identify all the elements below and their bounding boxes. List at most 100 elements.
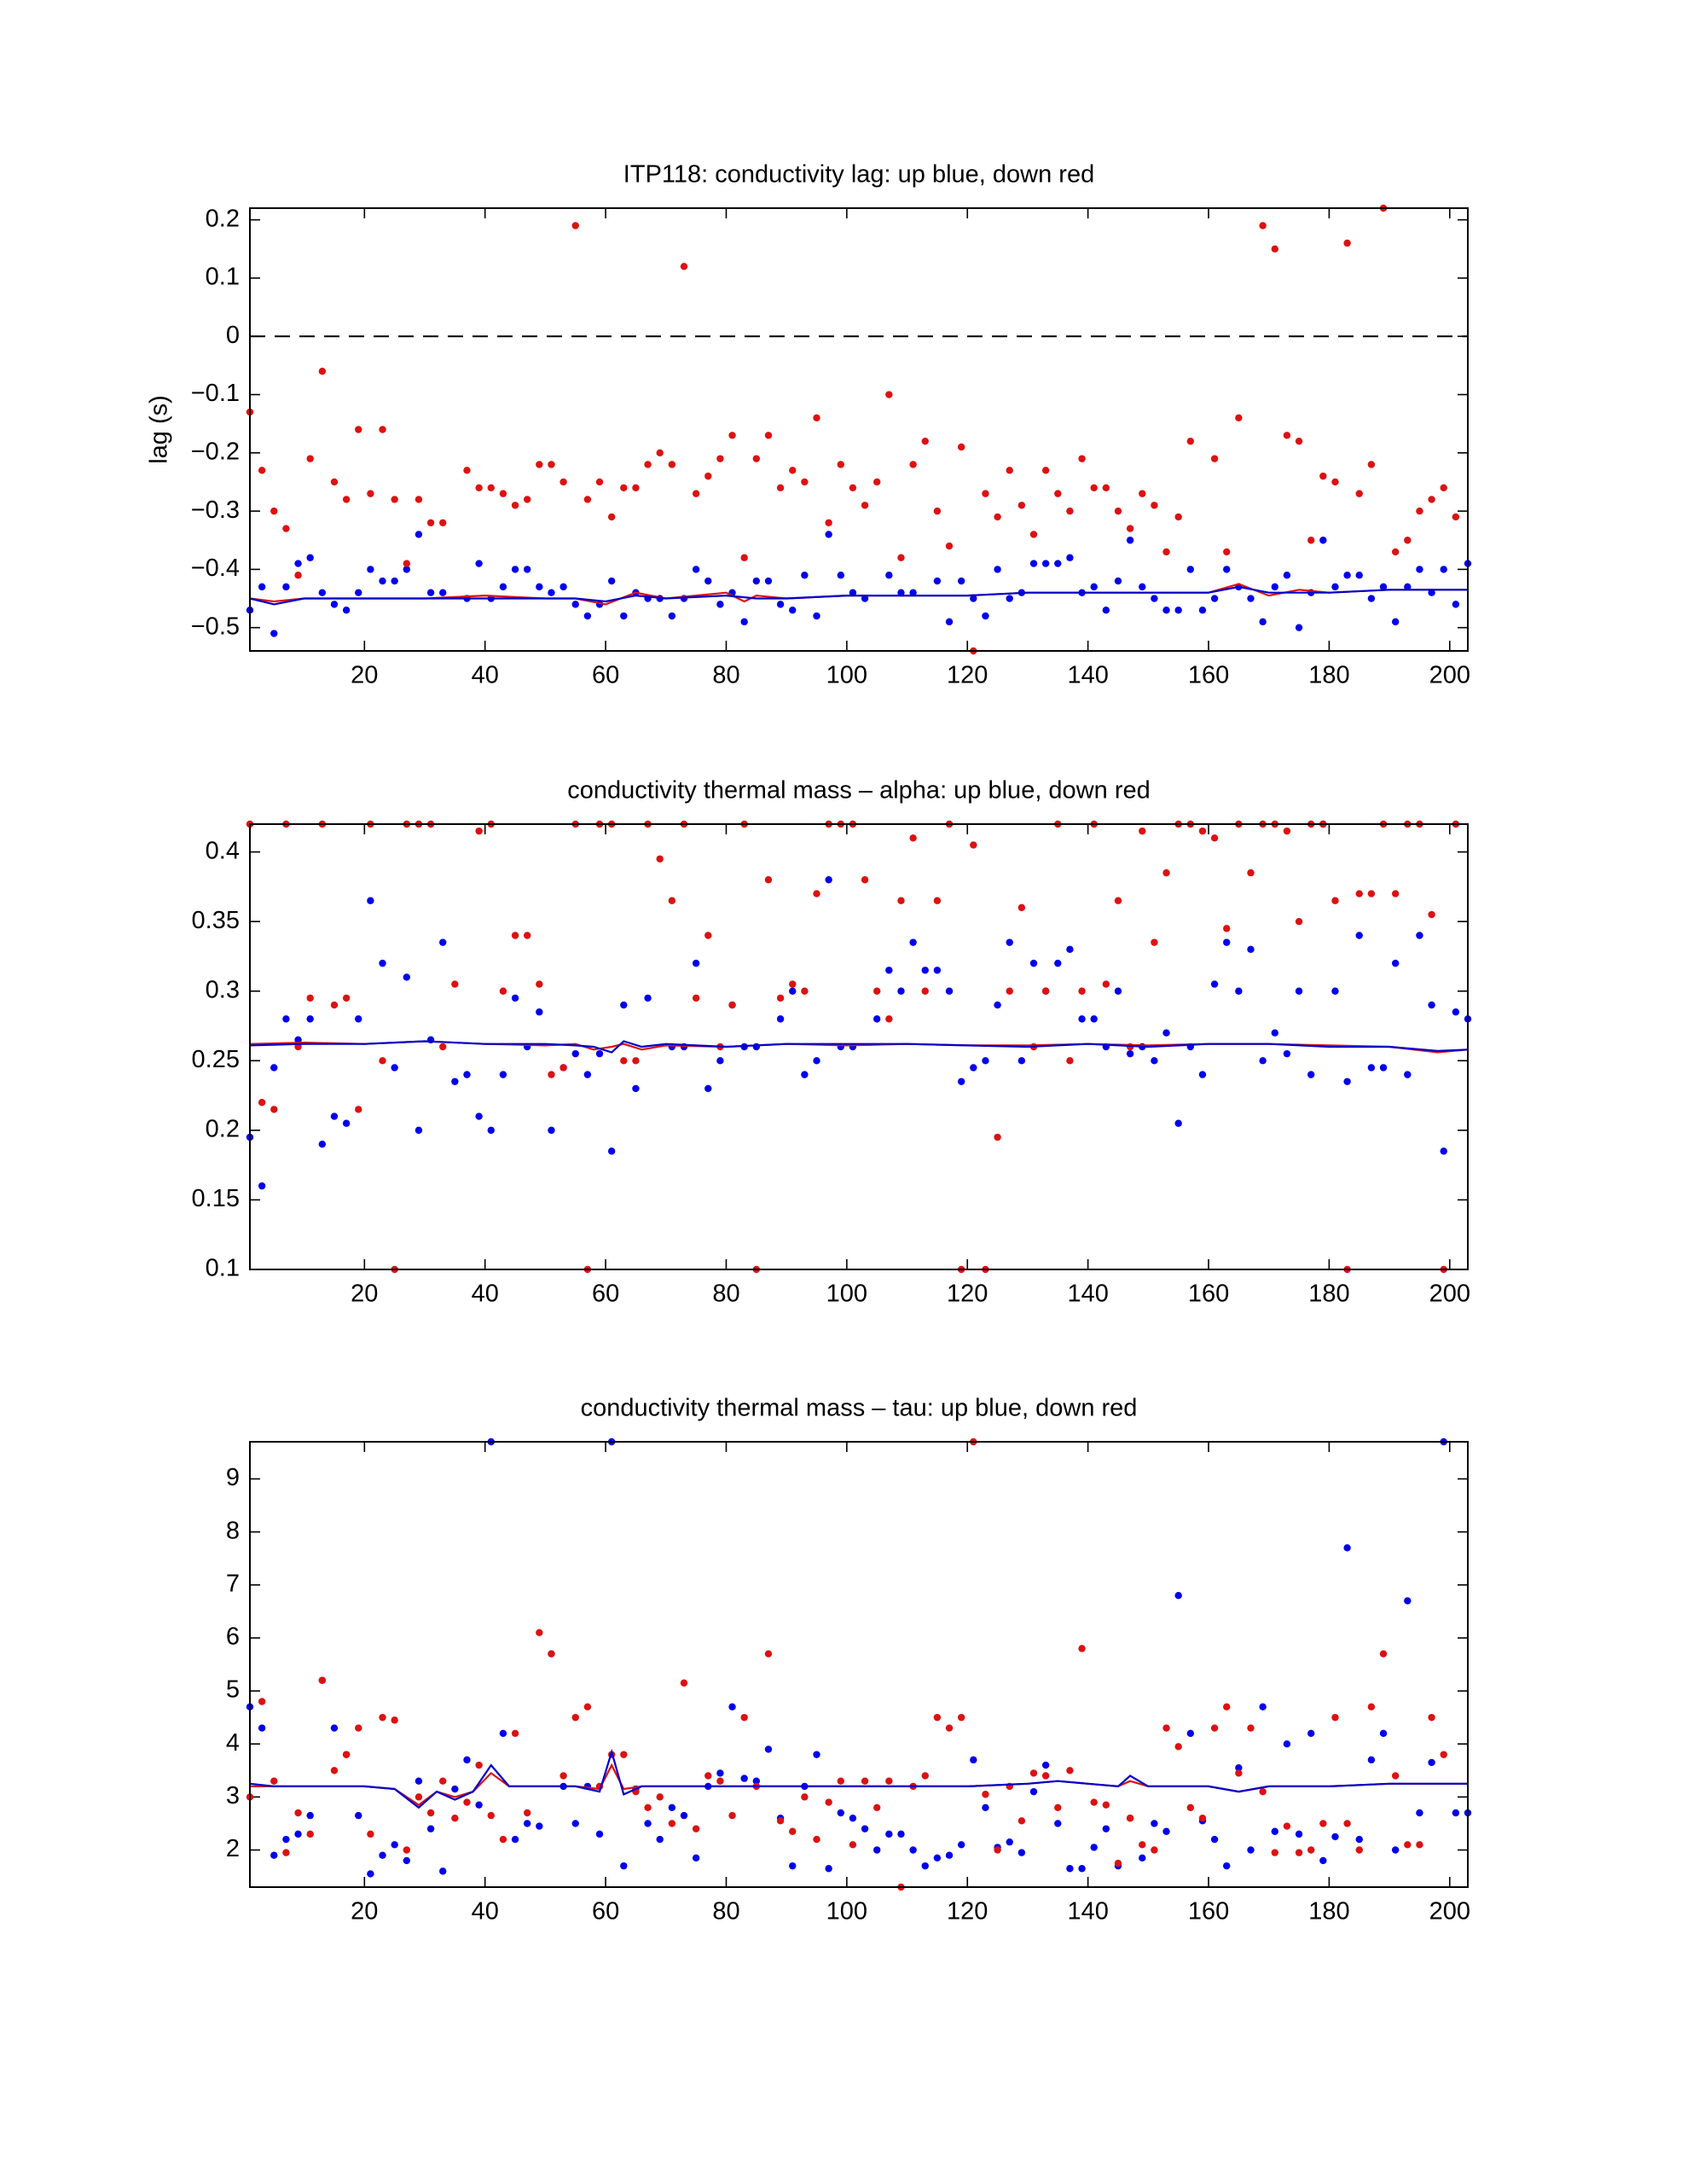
y-tick-label: 0.2 xyxy=(206,1116,240,1143)
x-tick-label: 160 xyxy=(1188,1898,1229,1926)
data-point xyxy=(1006,938,1013,946)
data-point xyxy=(801,572,809,579)
data-point xyxy=(1391,548,1400,556)
data-point xyxy=(740,554,748,561)
data-point xyxy=(1391,1846,1400,1854)
data-point xyxy=(1090,1015,1098,1023)
data-point xyxy=(1223,1703,1231,1711)
data-point xyxy=(897,554,905,561)
data-point xyxy=(933,1713,942,1722)
y-tick-label: 0.1 xyxy=(206,264,240,291)
y-tick-label: 0.1 xyxy=(206,1255,240,1282)
data-point xyxy=(970,1756,977,1764)
data-point xyxy=(789,606,797,614)
data-point xyxy=(752,577,761,585)
data-point xyxy=(909,461,917,468)
data-point xyxy=(1078,455,1086,462)
y-tick-label: 0.4 xyxy=(206,837,240,864)
data-point xyxy=(583,612,592,620)
data-point xyxy=(994,1001,1001,1009)
data-point xyxy=(1006,1838,1013,1846)
data-point xyxy=(1114,987,1122,995)
data-point xyxy=(1162,1029,1170,1037)
x-tick-label: 80 xyxy=(712,1281,739,1308)
data-point xyxy=(1235,1763,1243,1772)
data-point xyxy=(1114,577,1122,585)
data-point xyxy=(1428,496,1435,503)
x-tick-label: 40 xyxy=(472,1281,499,1308)
data-point xyxy=(873,478,881,486)
data-point xyxy=(861,1825,869,1833)
data-point xyxy=(728,1001,736,1009)
data-point xyxy=(680,1679,688,1687)
data-point xyxy=(270,1851,278,1859)
data-point xyxy=(475,484,483,491)
data-point xyxy=(861,1777,869,1785)
data-point xyxy=(801,987,809,995)
data-point xyxy=(1066,1057,1074,1065)
data-point xyxy=(1102,1825,1110,1833)
data-point xyxy=(632,1084,640,1093)
data-point xyxy=(1041,560,1050,567)
data-point xyxy=(1029,560,1038,567)
data-point xyxy=(1379,1064,1388,1072)
x-tick-label: 140 xyxy=(1067,1281,1108,1308)
data-point xyxy=(1090,484,1098,491)
y-tick-label: −0.3 xyxy=(191,497,240,524)
data-point xyxy=(355,1015,362,1023)
data-point xyxy=(897,987,905,995)
data-point xyxy=(1259,1703,1267,1711)
data-point xyxy=(885,572,893,579)
data-point xyxy=(1162,1724,1170,1732)
data-point xyxy=(1355,890,1363,897)
data-point xyxy=(270,630,278,637)
data-point xyxy=(849,1841,857,1849)
y-tick-label: 0.15 xyxy=(192,1185,240,1212)
data-point xyxy=(367,490,374,497)
data-point xyxy=(1307,537,1315,544)
data-point xyxy=(1054,490,1062,497)
data-point xyxy=(391,1064,398,1072)
data-point xyxy=(282,1835,290,1844)
data-point xyxy=(548,1650,555,1658)
data-point xyxy=(656,855,664,863)
y-tick-label: −0.4 xyxy=(191,555,240,582)
x-tick-label: 120 xyxy=(947,1281,988,1308)
data-point xyxy=(776,601,785,608)
data-point xyxy=(523,1809,531,1817)
data-point xyxy=(668,897,676,904)
data-point xyxy=(511,1835,519,1844)
data-point xyxy=(270,1777,278,1785)
data-point xyxy=(1054,959,1062,967)
data-point xyxy=(1066,1767,1074,1774)
data-point xyxy=(499,490,507,497)
data-point xyxy=(571,1049,579,1058)
data-point xyxy=(355,1724,362,1732)
data-point xyxy=(933,967,942,974)
data-point xyxy=(813,1057,820,1065)
data-point xyxy=(1259,222,1267,229)
data-point xyxy=(885,1830,893,1838)
data-point xyxy=(1355,490,1363,497)
plot-frame xyxy=(249,1441,1469,1888)
data-point xyxy=(837,1809,844,1817)
data-point xyxy=(1379,1650,1388,1658)
data-point xyxy=(1126,525,1134,532)
data-point xyxy=(994,513,1001,521)
data-point xyxy=(523,496,531,503)
y-tick-label: 0 xyxy=(226,322,240,349)
data-point xyxy=(716,1769,724,1777)
data-point xyxy=(306,994,314,1002)
data-point xyxy=(885,391,893,398)
data-point xyxy=(1017,502,1026,509)
data-point xyxy=(1162,868,1170,877)
data-point xyxy=(1319,472,1327,480)
data-point xyxy=(692,959,700,967)
data-point xyxy=(1235,1769,1243,1777)
data-point xyxy=(1174,606,1182,614)
data-point xyxy=(825,531,832,538)
data-point xyxy=(970,595,977,602)
data-point xyxy=(849,484,857,491)
data-point xyxy=(1186,566,1195,573)
data-point xyxy=(776,994,785,1002)
